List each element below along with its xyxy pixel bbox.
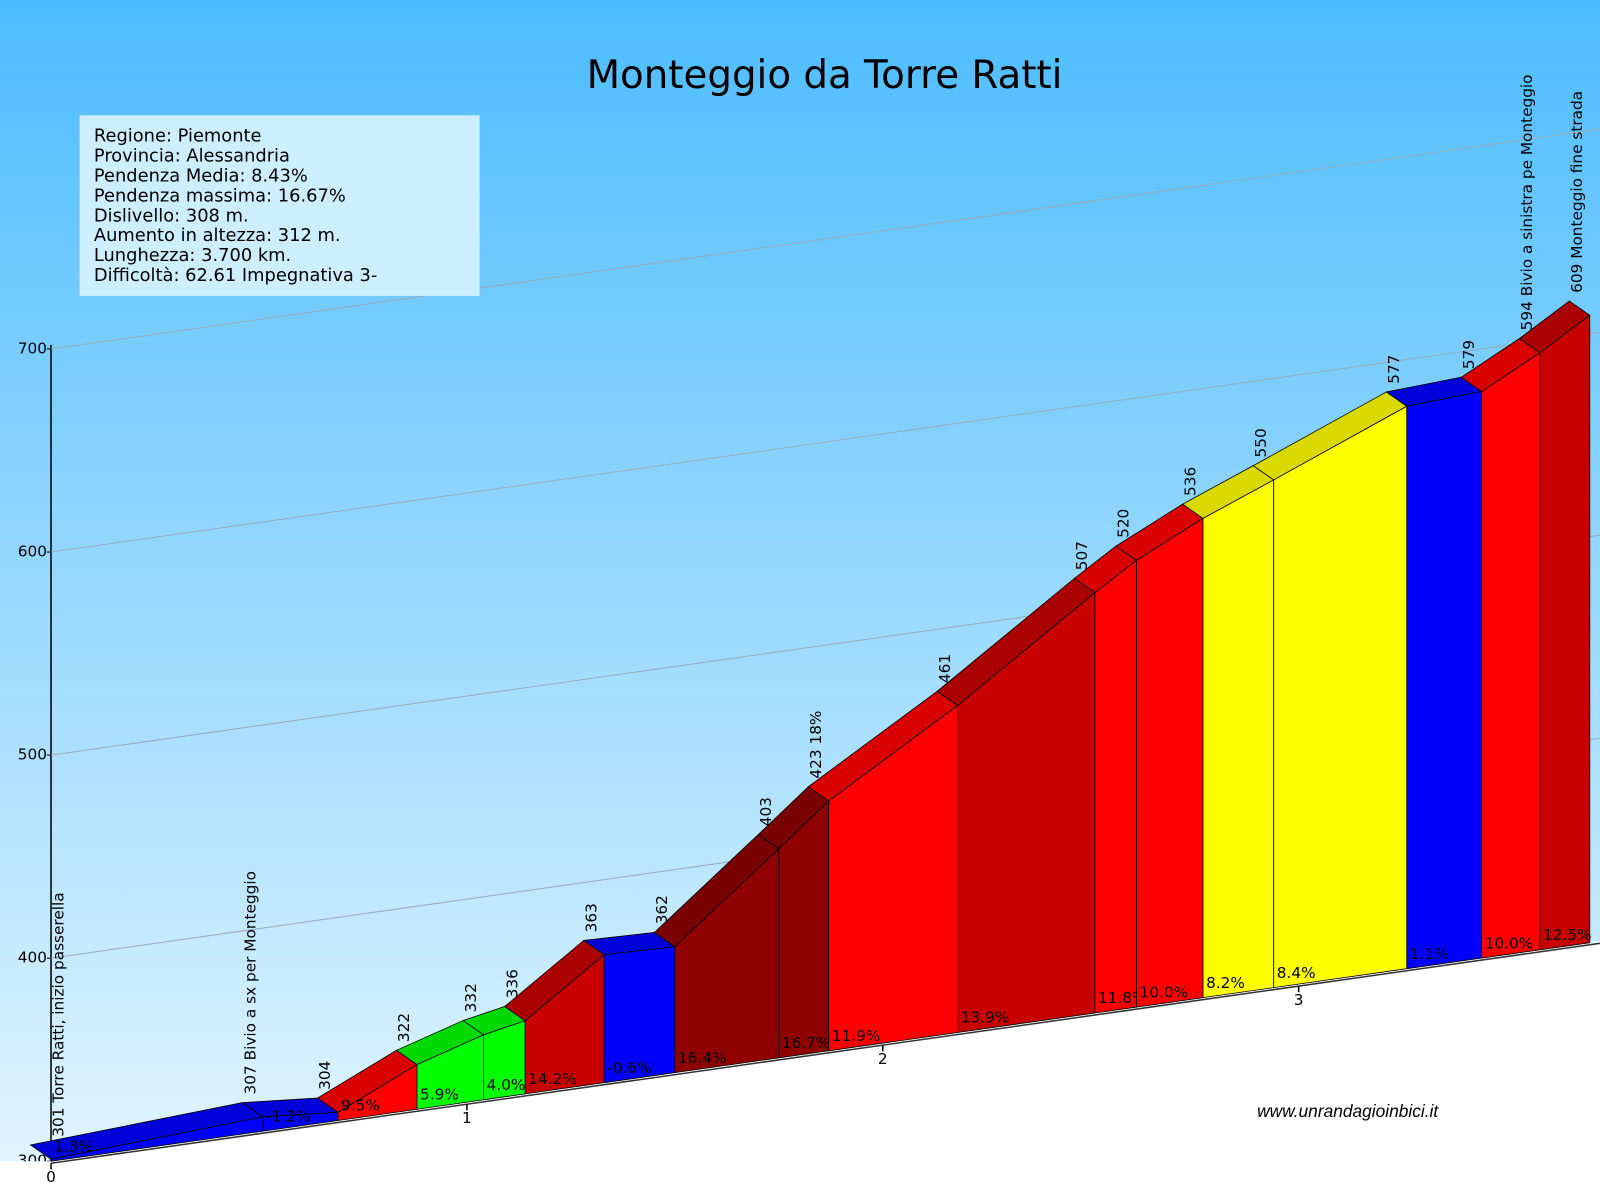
elevation-label: 536 <box>1181 467 1199 496</box>
elevation-label: 307 Bivio a sx per Monteggio <box>241 871 259 1094</box>
segment-top-shade <box>654 834 779 947</box>
segment-top-shade <box>808 691 958 802</box>
elevation-label: 550 <box>1252 428 1270 457</box>
elevation-label: 507 <box>1073 541 1091 570</box>
gradient-label: 8.4% <box>1277 964 1316 982</box>
segment-top-shade <box>758 786 829 849</box>
elevation-label: 579 <box>1460 340 1478 369</box>
gradient-label: 12.5% <box>1543 926 1592 944</box>
gradient-label: 16.4% <box>678 1049 727 1067</box>
info-box <box>79 115 480 296</box>
elevation-label: 577 <box>1385 355 1403 384</box>
elevation-label: 332 <box>462 983 480 1012</box>
info-line: Pendenza massima: 16.67% <box>94 185 346 206</box>
x-tick-label: 1 <box>462 1109 472 1127</box>
segment-top-shade <box>1116 504 1204 561</box>
segment-top-shade <box>30 1102 264 1160</box>
segment <box>1539 314 1591 951</box>
info-line: Dislivello: 308 m. <box>94 205 249 226</box>
y-tick-label: 400 <box>18 949 47 967</box>
info-line: Difficoltà: 62.61 Impegnativa 3- <box>94 265 377 286</box>
chart-title: Monteggio da Torre Ratti <box>587 53 1063 98</box>
segment-top-shade <box>1074 546 1137 593</box>
gradient-label: -0.6% <box>607 1059 651 1077</box>
elevation-label: 609 Monteggio fine strada <box>1568 91 1586 293</box>
segment-top-shade <box>1253 391 1407 480</box>
gradient-label: 10.0% <box>1140 983 1189 1001</box>
segment-top-shade <box>1182 465 1274 519</box>
gradient-label: 10.0% <box>1485 934 1534 952</box>
elevation-label: 423 18% <box>807 711 825 779</box>
baseline <box>50 942 1600 1165</box>
gradient-label: 13.9% <box>961 1009 1010 1027</box>
segment-top-shade <box>504 940 605 1021</box>
gradient-label: 8.2% <box>1206 974 1245 992</box>
y-tick-label: 700 <box>18 339 47 357</box>
segment <box>1136 517 1204 1008</box>
gradient-label: 1.1% <box>1410 945 1449 963</box>
info-line: Regione: Piemonte <box>94 126 262 147</box>
grid-line <box>50 331 1600 553</box>
elevation-label: 362 <box>653 895 671 924</box>
elevation-label: 520 <box>1115 509 1133 538</box>
ground <box>0 941 1600 1200</box>
x-tick-label: 3 <box>1294 991 1304 1009</box>
info-line: Lunghezza: 3.700 km. <box>94 245 291 266</box>
elevation-label: 594 Bivio a sinistra pe Monteggio <box>1518 74 1536 330</box>
elevation-label: 336 <box>503 969 521 998</box>
x-tick-label: 0 <box>46 1168 56 1186</box>
gradient-label: 16.7% <box>782 1034 831 1052</box>
segment <box>1273 405 1408 989</box>
info-line: Aumento in altezza: 312 m. <box>94 225 341 246</box>
gradient-label: 14.2% <box>528 1070 577 1088</box>
segment <box>1481 352 1541 959</box>
segment <box>1406 391 1483 970</box>
segment-top-shade <box>1386 377 1482 407</box>
gradient-label: 4.0% <box>487 1076 526 1094</box>
gradient-label: 5.9% <box>420 1085 459 1103</box>
segment <box>1094 559 1137 1014</box>
elevation-label: 322 <box>395 1013 413 1042</box>
segment-top-shade <box>242 1098 338 1117</box>
segment-top-shade <box>1461 338 1540 392</box>
gradient-label: 1.3% <box>54 1137 93 1155</box>
info-line: Pendenza Media: 8.43% <box>94 166 308 187</box>
elevation-label: 304 <box>316 1061 334 1090</box>
segment-top-shade <box>1519 300 1590 353</box>
y-tick-label: 500 <box>18 746 47 764</box>
gradient-label: 11.8% <box>1098 989 1147 1007</box>
source: www.unrandagioinbici.it <box>1257 1101 1439 1121</box>
elevation-label: 301 Torre Ratti, inizio passerella <box>50 892 68 1136</box>
segment-top-shade <box>317 1050 417 1113</box>
gradient-label: -1.2% <box>266 1107 310 1125</box>
segment-top-shade <box>937 578 1095 706</box>
x-tick-label: 2 <box>878 1050 888 1068</box>
elevation-label: 363 <box>582 903 600 932</box>
grid-line <box>50 128 1600 350</box>
segment <box>1202 479 1275 999</box>
elevation-label: 403 <box>757 797 775 826</box>
elevation-label: 461 <box>936 654 954 683</box>
gradient-label: 11.9% <box>832 1027 881 1045</box>
segment-top-shade <box>396 1020 484 1065</box>
info-line: Provincia: Alessandria <box>94 146 290 167</box>
segment-top-shade <box>463 1006 526 1035</box>
gradient-label: 9.5% <box>341 1097 380 1115</box>
plot: 1.3% -1.2% 9.5% 5.9% 4.0% 14.2% -0.6% 16.4% 16.7… <box>0 74 1600 1200</box>
y-tick-label: 600 <box>18 543 47 561</box>
